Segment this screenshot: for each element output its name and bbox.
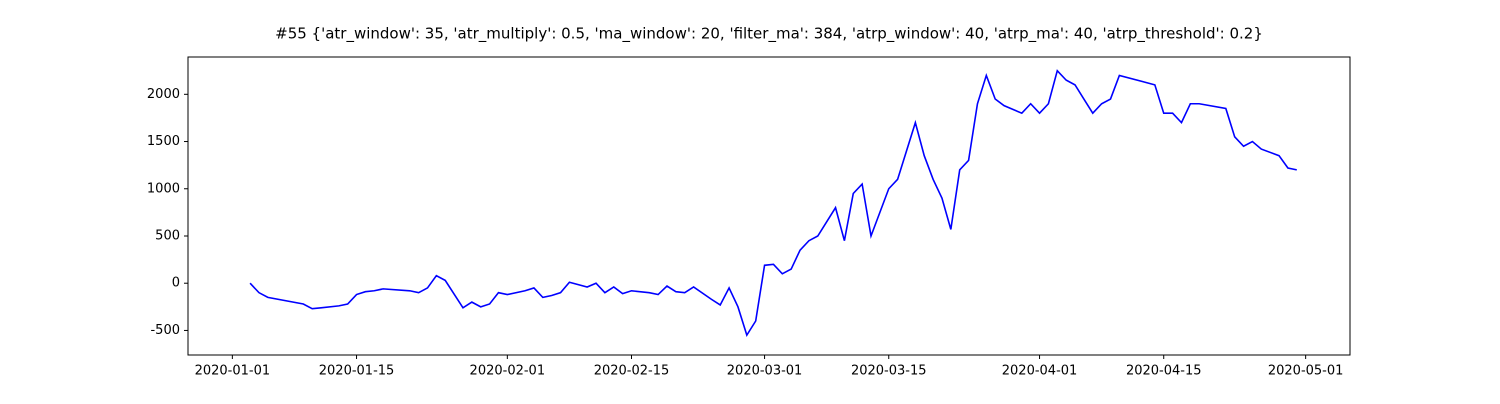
x-tick-label: 2020-03-01 <box>727 364 803 379</box>
plot-frame <box>187 56 1351 356</box>
x-tick-label: 2020-01-15 <box>319 364 395 379</box>
y-tick-label: 0 <box>172 276 180 291</box>
x-tick-label: 2020-01-01 <box>195 364 271 379</box>
y-tick-label: -500 <box>150 323 180 338</box>
y-tick-label: 500 <box>155 228 180 243</box>
x-tick-label: 2020-05-01 <box>1268 364 1344 379</box>
y-tick-label: 2000 <box>147 87 180 102</box>
x-tick-label: 2020-04-15 <box>1126 364 1202 379</box>
y-tick-label: 1000 <box>147 181 180 196</box>
y-tick-label: 1500 <box>147 134 180 149</box>
x-tick-label: 2020-03-15 <box>851 364 927 379</box>
data-line <box>249 69 1297 338</box>
x-tick-label: 2020-02-15 <box>594 364 670 379</box>
x-tick-label: 2020-02-01 <box>470 364 546 379</box>
chart-title: #55 {'atr_window': 35, 'atr_multiply': 0… <box>275 25 1263 44</box>
x-tick-label: 2020-04-01 <box>1002 364 1078 379</box>
